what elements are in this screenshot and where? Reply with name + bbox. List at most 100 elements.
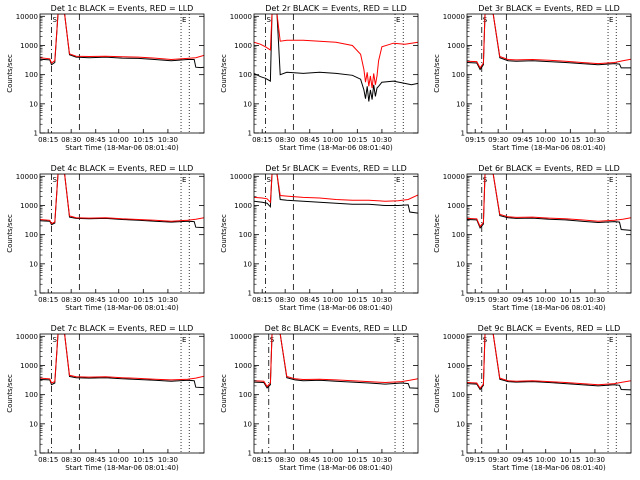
y-tick-label: 1000 (447, 202, 465, 210)
x-tick-label: 09:45 (513, 136, 533, 144)
x-axis-label: Start Time (18-Mar-06 08:01:40) (279, 304, 393, 312)
y-tick-label: 10 (243, 260, 252, 268)
y-tick-label: 100 (25, 71, 38, 79)
series-lld-line (40, 174, 204, 225)
series-events-line (254, 174, 418, 214)
marker-label-E: E (396, 16, 400, 24)
panel-7: Det 7c BLACK = Events, RED = LLD S E 1 10 100… (6, 324, 205, 472)
x-tick-label: 10:00 (536, 296, 556, 304)
panel-5: Det 5r BLACK = Events, RED = LLD S E 1 10 100… (220, 164, 419, 312)
series-lld-line (467, 334, 631, 390)
y-tick-label: 10000 (16, 333, 38, 341)
y-tick-label: 1 (34, 290, 38, 298)
x-tick-label: 09:30 (488, 456, 508, 464)
y-tick-label: 1000 (20, 202, 38, 210)
y-tick-label: 10 (29, 100, 38, 108)
marker-label-E: E (609, 176, 613, 184)
x-tick-label: 08:45 (86, 136, 106, 144)
panel-title: Det 1c BLACK = Events, RED = LLD (51, 4, 194, 13)
x-tick-label: 10:30 (372, 296, 392, 304)
x-tick-label: 10:30 (372, 136, 392, 144)
marker-label-S: S (266, 16, 271, 24)
x-tick-label: 08:30 (61, 296, 81, 304)
y-tick-label: 100 (452, 391, 465, 399)
x-tick-label: 10:00 (109, 296, 129, 304)
x-tick-label: 10:30 (585, 296, 605, 304)
series-events-line (467, 334, 631, 391)
y-tick-label: 10000 (230, 173, 252, 181)
marker-label-E: E (609, 336, 613, 344)
marker-label-S: S (52, 176, 57, 184)
y-tick-label: 10 (29, 420, 38, 428)
x-tick-label: 10:00 (536, 456, 556, 464)
series-events-line (40, 334, 204, 389)
panel-1: Det 1c BLACK = Events, RED = LLD S E 1 10 100… (6, 4, 205, 152)
x-tick-label: 10:00 (109, 136, 129, 144)
x-tick-label: 10:30 (158, 456, 178, 464)
y-tick-label: 100 (452, 231, 465, 239)
x-tick-label: 10:15 (347, 136, 367, 144)
x-tick-label: 10:30 (158, 296, 178, 304)
series-events-line (467, 14, 631, 71)
y-tick-label: 10000 (230, 13, 252, 21)
y-tick-label: 1 (461, 130, 465, 138)
y-tick-label: 100 (239, 231, 252, 239)
marker-label-S: S (266, 176, 271, 184)
y-tick-label: 1000 (20, 362, 38, 370)
plot-frame (253, 333, 419, 454)
x-tick-label: 10:15 (133, 296, 153, 304)
x-tick-label: 09:30 (488, 136, 508, 144)
x-tick-label: 10:00 (323, 456, 343, 464)
y-tick-label: 10 (29, 260, 38, 268)
y-tick-label: 10000 (230, 333, 252, 341)
panel-title: Det 9c BLACK = Events, RED = LLD (478, 324, 621, 333)
x-tick-label: 10:15 (133, 456, 153, 464)
y-tick-label: 1000 (234, 362, 252, 370)
series-events-line (254, 334, 418, 389)
plot-frame (466, 173, 632, 294)
x-tick-label: 10:15 (560, 136, 580, 144)
series-events-line (40, 174, 204, 229)
panel-title: Det 4c BLACK = Events, RED = LLD (51, 164, 194, 173)
panel-title: Det 3r BLACK = Events, RED = LLD (478, 4, 620, 13)
x-axis-label: Start Time (18-Mar-06 08:01:40) (65, 464, 179, 472)
series-lld-line (467, 14, 631, 69)
x-tick-label: 08:45 (300, 296, 320, 304)
series-lld-line (254, 334, 418, 388)
x-tick-label: 08:15 (38, 456, 58, 464)
y-axis-label: Counts/sec (433, 54, 441, 93)
y-tick-label: 1000 (447, 42, 465, 50)
panel-4: Det 4c BLACK = Events, RED = LLD S E 1 10 100… (6, 164, 205, 312)
y-axis-label: Counts/sec (433, 374, 441, 413)
panel-title: Det 8c BLACK = Events, RED = LLD (265, 324, 408, 333)
panel-title: Det 6r BLACK = Events, RED = LLD (478, 164, 620, 173)
y-tick-label: 10000 (443, 173, 465, 181)
marker-label-E: E (396, 176, 400, 184)
x-tick-label: 10:15 (133, 136, 153, 144)
y-tick-label: 10000 (16, 13, 38, 21)
x-axis-label: Start Time (18-Mar-06 08:01:40) (279, 144, 393, 152)
series-lld-line (254, 14, 418, 89)
x-tick-label: 08:30 (61, 136, 81, 144)
plot-frame (253, 173, 419, 294)
x-tick-label: 09:15 (465, 136, 485, 144)
y-tick-label: 10 (456, 260, 465, 268)
y-tick-label: 1 (248, 450, 252, 458)
x-tick-label: 08:30 (275, 296, 295, 304)
y-axis-label: Counts/sec (220, 214, 228, 253)
y-tick-label: 10 (456, 100, 465, 108)
plot-frame (39, 333, 205, 454)
y-axis-label: Counts/sec (220, 374, 228, 413)
x-tick-label: 08:45 (86, 456, 106, 464)
x-tick-label: 10:15 (560, 456, 580, 464)
y-tick-label: 100 (25, 391, 38, 399)
x-tick-label: 10:15 (347, 456, 367, 464)
panel-title: Det 7c BLACK = Events, RED = LLD (51, 324, 194, 333)
x-tick-label: 10:00 (109, 456, 129, 464)
x-tick-label: 10:30 (585, 456, 605, 464)
x-tick-label: 10:00 (536, 136, 556, 144)
